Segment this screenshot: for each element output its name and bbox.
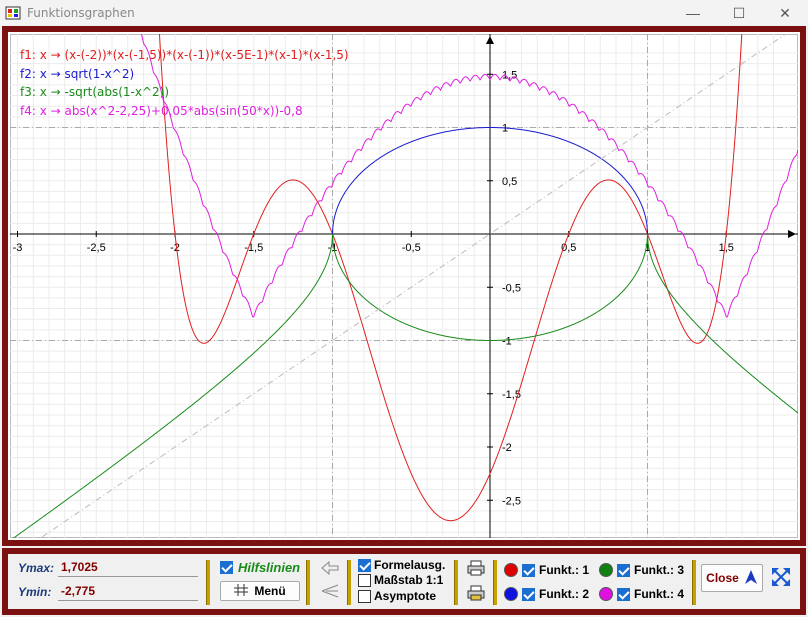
y-tick-label: -1 [502,336,512,348]
y-axis-arrow [486,36,494,44]
color-f1[interactable] [504,563,518,577]
plot-frame: -3 -2,5 -2 -1,5 -1 -0,5 0,5 1 1,5 1,5 1 0,5 -0,5 -1 -1… [2,26,806,546]
ymax-field[interactable]: 1,7025 [58,559,198,577]
close-button[interactable]: Close [701,564,763,592]
series-diagonal [39,34,787,538]
arrow-split-icon[interactable] [320,583,340,601]
plot-area[interactable]: -3 -2,5 -2 -1,5 -1 -0,5 0,5 1 1,5 1,5 1 0,5 -0,5 -1 -1… [8,32,800,540]
y-tick-label: -2,5 [502,495,521,507]
asymptote-label: Asymptote [374,589,437,603]
funkt3-checkbox[interactable] [617,564,630,577]
control-panel: Ymax: 1,7025 Ymin: -2,775 Hilfslinien Me… [8,554,800,609]
x-tick-label: 1 [644,242,650,254]
series-f3 [12,233,798,538]
x-tick-label: -1 [328,242,338,254]
function-plot[interactable]: -3 -2,5 -2 -1,5 -1 -0,5 0,5 1 1,51,510,5-0,5-1-1… [10,34,798,538]
y-tick-label: -0,5 [502,282,521,294]
divider [493,560,497,605]
arrow-up-icon [744,569,758,588]
arrow-left-icon[interactable] [320,560,340,578]
legend-f4: f4: x → abs(x^2-2,25)+0,05*abs(sin(50*x)… [20,103,303,118]
print-icon[interactable] [467,560,485,576]
color-f2[interactable] [504,587,518,601]
x-tick-label: -2,5 [87,242,106,254]
app-icon [5,5,21,21]
window-title: Funktionsgraphen [27,6,135,20]
ymax-label: Ymax: [18,561,55,575]
x-axis-arrow [788,230,796,238]
color-f3[interactable] [599,563,613,577]
ymin-field[interactable]: -2,775 [58,583,198,601]
divider [347,560,351,605]
grid-icon [234,583,249,599]
divider [206,560,210,605]
x-tick-label: -2 [170,242,180,254]
x-tick-label: 1,5 [719,242,734,254]
x-tick-label: -3 [13,242,23,254]
maximize-button[interactable]: ☐ [732,4,746,21]
ymin-label: Ymin: [18,585,52,599]
legend-f1: f1: x → (x-(-2))*(x-(-1,5))*(x-(-1))*(x-… [20,48,349,62]
print-setup-icon[interactable] [467,585,485,601]
funkt2-checkbox[interactable] [522,588,535,601]
close-label: Close [706,571,739,585]
funkt1-label: Funkt.: 1 [539,563,589,577]
title-bar: Funktionsgraphen — ☐ ✕ [0,0,808,26]
y-tick-label: -1,5 [502,389,521,401]
divider [454,560,458,605]
y-tick-label: 1,5 [502,69,517,81]
close-window-button[interactable]: ✕ [779,4,791,21]
massstab-label: Maßstab 1:1 [374,573,444,587]
formelausg-checkbox[interactable] [358,559,371,572]
funkt2-label: Funkt.: 2 [539,587,589,601]
y-tick-label: 0,5 [502,176,517,188]
expand-icon[interactable] [770,566,792,588]
series-f1 [158,34,743,522]
funkt4-checkbox[interactable] [617,588,630,601]
control-panel-frame: Ymax: 1,7025 Ymin: -2,775 Hilfslinien Me… [2,548,806,615]
funkt3-label: Funkt.: 3 [634,563,684,577]
legend-f3: f3: x → -sqrt(abs(1-x^2)) [20,85,170,99]
series-f2 [332,127,648,235]
y-tick-label: -2 [502,442,512,454]
color-f4[interactable] [599,587,613,601]
funkt4-label: Funkt.: 4 [634,587,684,601]
minimize-button[interactable]: — [686,5,700,21]
massstab-checkbox[interactable] [358,574,371,587]
menu-label: Menü [254,584,286,598]
formula-legend: f1: x → (x-(-2))*(x-(-1,5))*(x-(-1))*(x-… [20,46,349,120]
divider [692,560,696,605]
hilfslinien-checkbox[interactable] [220,561,233,574]
series-f4 [140,34,798,318]
menu-button[interactable]: Menü [220,581,300,601]
divider [306,560,310,605]
formelausg-label: Formelausg. [374,558,446,572]
x-tick-label: -0,5 [402,242,421,254]
hilfslinien-label: Hilfslinien [238,560,301,575]
asymptote-checkbox[interactable] [358,590,371,603]
funkt1-checkbox[interactable] [522,564,535,577]
legend-f2: f2: x → sqrt(1-x^2) [20,66,135,81]
